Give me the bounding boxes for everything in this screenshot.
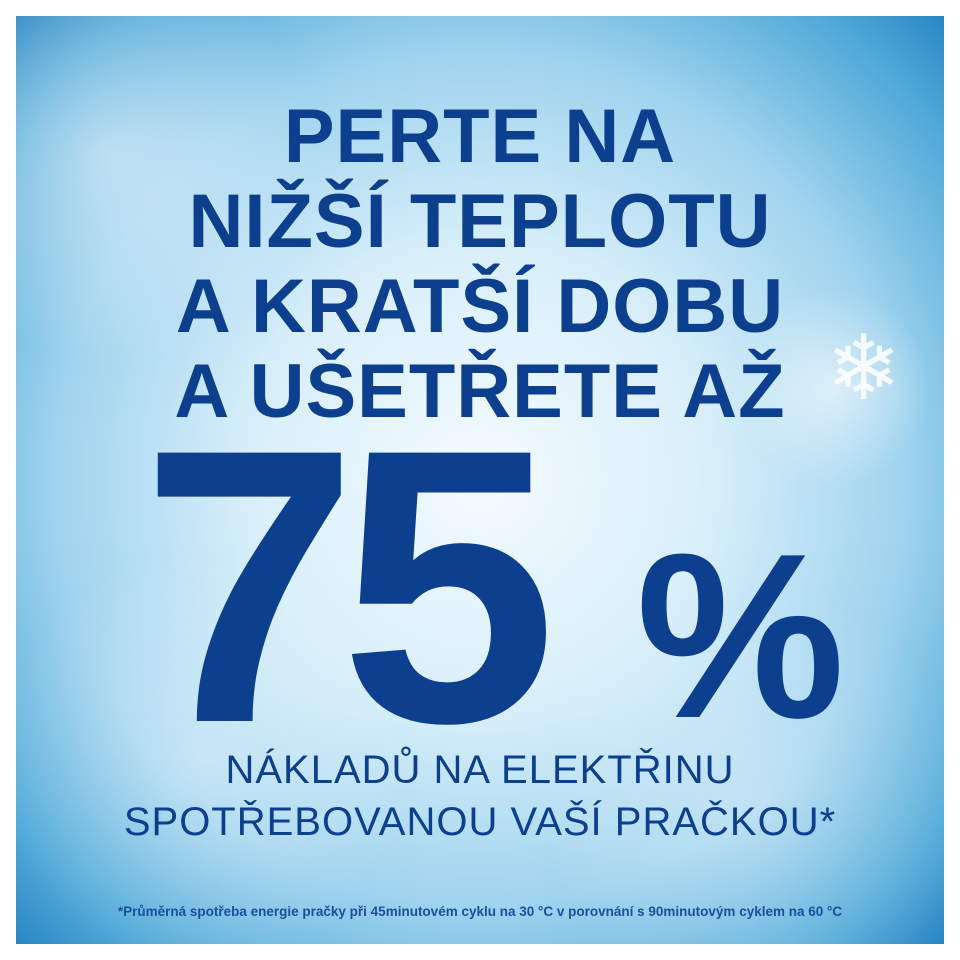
frost-texture [16, 16, 944, 944]
headline: PERTE NA NIŽŠÍ TEPLOTU A KRATŠÍ DOBU A U… [16, 94, 944, 434]
subline: NÁKLADŮ NA ELEKTŘINU SPOTŘEBOVANOU VAŠÍ … [16, 744, 944, 848]
savings-unit: % [636, 504, 845, 767]
headline-line-1: PERTE NA [283, 94, 677, 179]
headline-line-4: A UŠETŘETE AŽ [174, 349, 786, 434]
subline-line-1: NÁKLADŮ NA ELEKTŘINU [225, 748, 735, 792]
headline-line-3: A KRATŠÍ DOBU [175, 264, 785, 349]
headline-line-2: NIŽŠÍ TEPLOTU [188, 179, 772, 264]
savings-value: 75 [141, 368, 557, 804]
footnote: *Průměrná spotřeba energie pračky při 45… [117, 904, 843, 919]
frost-background: ❄ PERTE NA NIŽŠÍ TEPLOTU A KRATŠÍ DOBU A… [16, 16, 944, 944]
subline-line-2: SPOTŘEBOVANOU VAŠÍ PRAČKOU* [123, 800, 837, 844]
snowflake-icon: ❄ [826, 316, 902, 421]
